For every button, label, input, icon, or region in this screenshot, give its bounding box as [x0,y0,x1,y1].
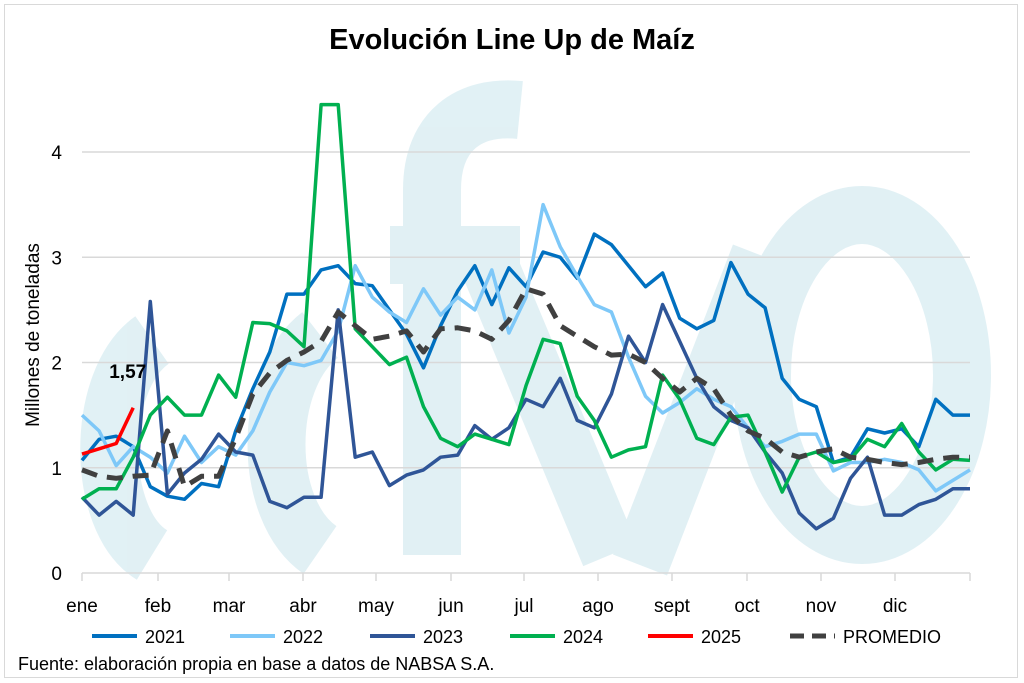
legend: 2021 2022 2023 2024 2025 PROMEDIO [92,627,941,647]
legend-label-promedio: PROMEDIO [843,627,941,647]
y-axis: 0 1 2 3 4 [51,143,62,585]
y-tick-label: 3 [51,248,62,269]
x-tick-label: may [358,596,394,617]
watermark-letter-y-right [612,244,788,576]
x-tick-label: dic [883,596,907,617]
annotation-label: 1,57 [109,362,146,383]
grid [82,151,970,469]
x-tick-label: ene [66,596,98,617]
watermark-letter-o [733,186,991,564]
y-tick-label: 1 [51,459,62,480]
x-tick-label: sept [654,596,691,617]
legend-label-2023: 2023 [423,627,463,647]
x-tick-label: jun [437,596,463,617]
watermark-letter-y-left [458,243,637,567]
y-axis-label: Millones de toneladas [23,243,44,427]
legend-label-2021: 2021 [145,627,185,647]
legend-label-2022: 2022 [283,627,323,647]
series-line-2024 [81,102,971,501]
x-tick-label: abr [289,596,317,617]
x-axis: ene feb mar abr may jun jul ago sept oct nov dic [66,572,971,617]
x-tick-label: mar [213,596,246,617]
x-tick-label: jul [513,596,533,617]
x-tick-label: feb [145,596,171,617]
x-tick-label: oct [734,596,760,617]
chart-frame [4,4,1018,678]
x-tick-label: nov [806,596,837,617]
x-tick-label: ago [582,596,614,617]
source-note: Fuente: elaboración propia en base a dat… [18,654,495,674]
y-tick-label: 0 [51,564,62,585]
legend-label-2025: 2025 [701,627,741,647]
series-lines [80,102,971,531]
y-tick-label: 2 [51,354,62,375]
series-line-2025 [81,407,135,456]
y-tick-label: 4 [51,143,62,164]
watermark-letter-f [403,80,523,555]
watermark-logo [80,80,991,580]
series-line-promedio [81,286,970,490]
legend-label-2024: 2024 [563,627,603,647]
chart-title: Evolución Line Up de Maíz [329,24,695,56]
